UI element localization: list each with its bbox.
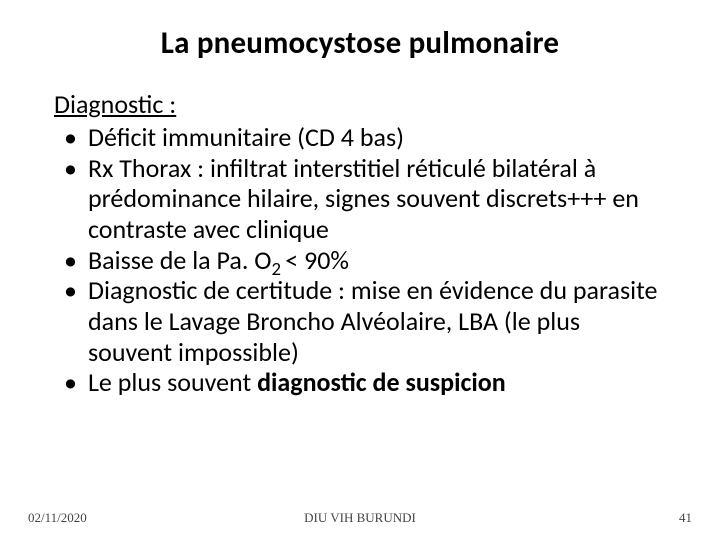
slide: La pneumocystose pulmonaire Diagnostic :… xyxy=(0,0,720,540)
bullet-text: < 90% xyxy=(285,244,349,276)
list-item: Rx Thorax : infiltrat interstitiel rétic… xyxy=(54,153,666,245)
list-item: Déficit immunitaire (CD 4 bas) xyxy=(54,122,666,153)
bullet-text: Déficit immunitaire (CD 4 bas) xyxy=(88,121,404,153)
footer-page-number: 41 xyxy=(679,510,692,526)
list-item: Baisse de la Pa. O2 < 90% xyxy=(54,245,666,276)
list-item: Diagnostic de certitude : mise en éviden… xyxy=(54,275,666,367)
slide-footer: 02/11/2020 DIU VIH BURUNDI 41 xyxy=(0,510,720,526)
bullet-list: Déficit immunitaire (CD 4 bas) Rx Thorax… xyxy=(54,122,666,398)
list-item: Le plus souvent diagnostic de suspicion xyxy=(54,367,666,398)
bullet-text: Le plus souvent xyxy=(88,366,257,398)
footer-date: 02/11/2020 xyxy=(28,510,87,526)
slide-title: La pneumocystose pulmonaire xyxy=(54,24,666,62)
footer-center: DIU VIH BURUNDI xyxy=(304,510,416,526)
bullet-text-bold: diagnostic de suspicion xyxy=(257,366,506,398)
bullet-text: Rx Thorax : infiltrat interstitiel rétic… xyxy=(88,152,639,245)
section-label: Diagnostic : xyxy=(54,88,666,120)
bullet-text: Baisse de la Pa. O xyxy=(88,244,271,276)
bullet-text: Diagnostic de certitude : mise en éviden… xyxy=(88,274,657,367)
